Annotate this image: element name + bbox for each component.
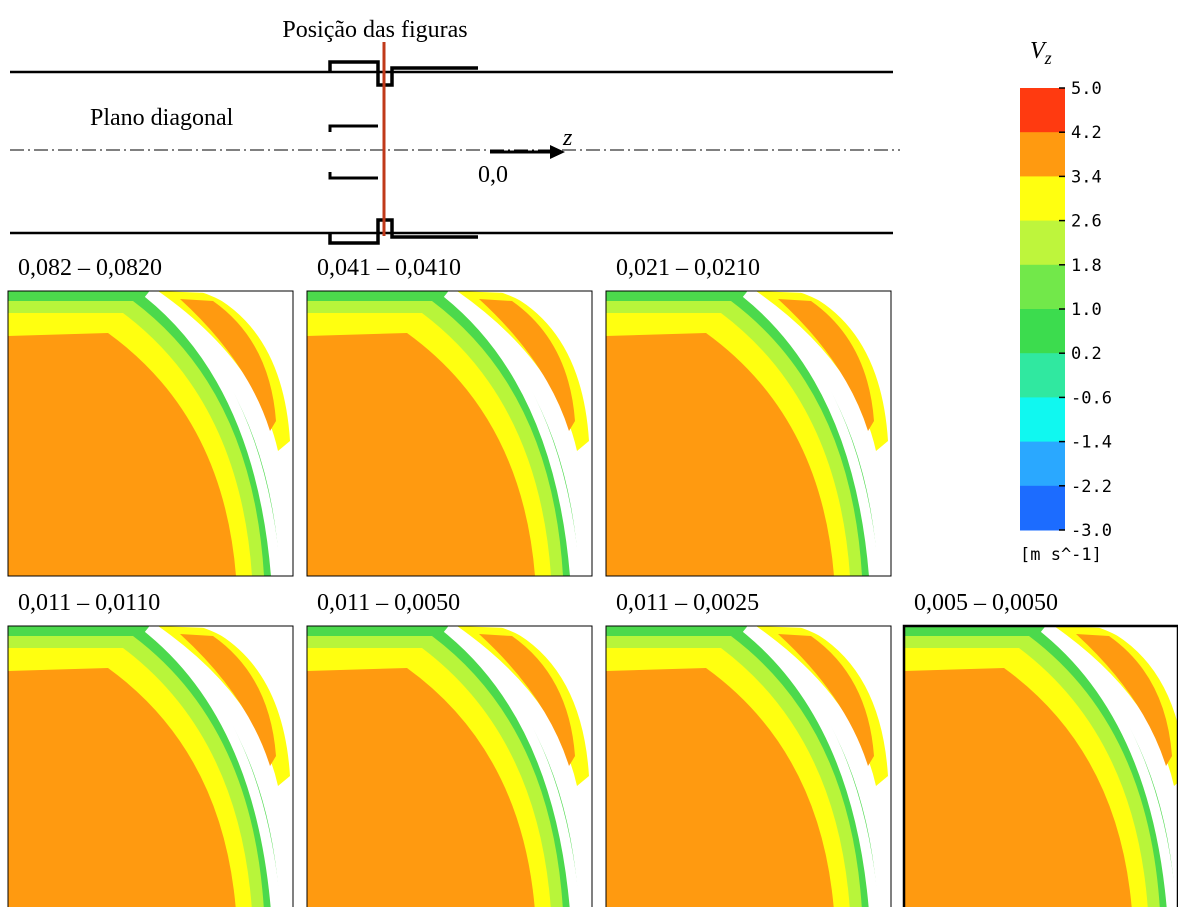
panel-label: 0,011 – 0,0025 xyxy=(616,590,759,616)
origin-label: 0,0 xyxy=(478,162,508,188)
symbol: V xyxy=(1030,38,1047,64)
panel-frame xyxy=(7,290,294,577)
tick-label: 5.0 xyxy=(1071,79,1102,99)
color-swatch xyxy=(1020,88,1065,133)
tick-label: -3.0 xyxy=(1071,521,1112,541)
panel-label: 0,021 – 0,0210 xyxy=(616,255,760,281)
plane-label: Plano diagonal xyxy=(90,105,234,131)
contour-plot xyxy=(904,626,1178,907)
position-title: Posição das figuras xyxy=(282,17,467,43)
tick-label: -1.4 xyxy=(1071,433,1112,453)
tick-label: -2.2 xyxy=(1071,477,1112,497)
panel-frame xyxy=(605,625,892,907)
color-swatch xyxy=(1020,264,1065,310)
color-swatch xyxy=(1020,132,1065,177)
contour-panel xyxy=(606,626,891,907)
colorbar-unit: [m s^-1] xyxy=(1020,545,1102,565)
panel-label: 0,011 – 0,0110 xyxy=(18,590,160,616)
panel-label: 0,082 – 0,0820 xyxy=(18,255,162,281)
tick-label: 1.0 xyxy=(1071,300,1102,320)
tick-label: 2.6 xyxy=(1071,212,1102,232)
contour-panel xyxy=(307,291,592,576)
contour-plot xyxy=(307,626,592,907)
colorbar-symbol: Vz xyxy=(1030,38,1052,68)
tick-label: 3.4 xyxy=(1071,167,1102,187)
contour-panel xyxy=(606,291,891,576)
panel-frame xyxy=(306,625,593,907)
color-swatch xyxy=(1020,309,1065,354)
contour-panel xyxy=(904,626,1178,907)
panel-label: 0,041 – 0,0410 xyxy=(317,255,461,281)
contour-plot xyxy=(606,626,891,907)
tick-label: -0.6 xyxy=(1071,388,1112,408)
panel-frame xyxy=(7,625,294,907)
contour-plot xyxy=(8,291,293,576)
panel-frame xyxy=(306,290,593,577)
panel-label: 0,011 – 0,0050 xyxy=(317,590,460,616)
color-swatch xyxy=(1020,397,1065,443)
tick-label: 1.8 xyxy=(1071,256,1102,276)
contour-panel xyxy=(8,291,293,576)
contour-plot xyxy=(307,291,592,576)
tick-label: 0.2 xyxy=(1071,344,1102,364)
panels: 0,082 – 0,0820 0,041 – 0,0410 0,021 – 0,02… xyxy=(8,255,1178,907)
contour-plot xyxy=(606,291,891,576)
colorbar: 5.0 4.2 3.4 2.6 1.8 1.0 0.2 -0.6 -1.4 -2.2 -3.0 xyxy=(1020,79,1112,541)
pipe-diagram xyxy=(10,42,900,245)
panel-frame xyxy=(605,290,892,577)
color-swatch xyxy=(1020,220,1065,266)
contour-panel xyxy=(8,626,293,907)
color-swatch xyxy=(1020,353,1065,398)
contour-plot xyxy=(8,626,293,907)
contour-panel xyxy=(307,626,592,907)
panel-frame xyxy=(902,624,1178,907)
color-swatch xyxy=(1020,176,1065,222)
tick-label: 4.2 xyxy=(1071,123,1102,143)
color-swatch xyxy=(1020,441,1065,487)
subscript: z xyxy=(1044,48,1052,68)
color-swatch xyxy=(1020,485,1065,531)
panel-label: 0,005 – 0,0050 xyxy=(914,590,1058,616)
axis-label: z xyxy=(562,125,573,151)
